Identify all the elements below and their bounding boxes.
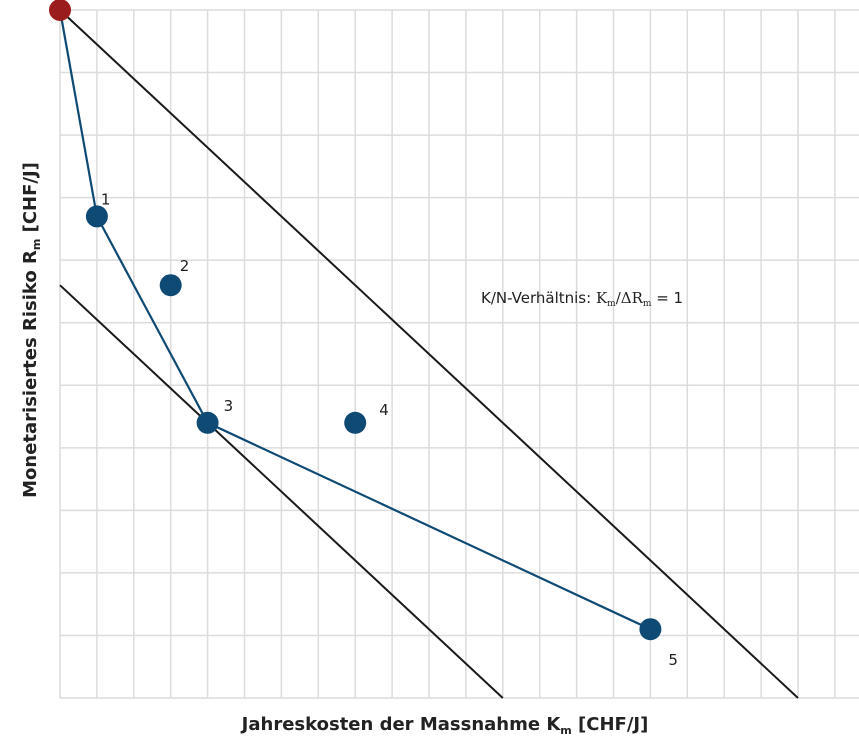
y-axis-title: Monetarisiertes Risiko Rm [CHF/J] (20, 162, 43, 498)
data-point-ausgangsrisiko (49, 0, 71, 21)
efficient-frontier-line (58, 9, 651, 631)
grid (59, 9, 859, 699)
point-label-5: 5 (668, 651, 678, 669)
point-label-4: 4 (379, 401, 389, 419)
data-point-1 (85, 205, 108, 228)
x-axis-title: Jahreskosten der Massnahme Km [CHF/J] (240, 714, 649, 737)
data-points (49, 0, 662, 641)
data-point-4 (344, 411, 367, 434)
reference-line-1 (59, 9, 799, 699)
reference-lines (59, 9, 799, 699)
data-point-5 (639, 618, 662, 641)
kn-ratio-annotation: K/N-Verhältnis: Km/ΔRm = 1 (481, 289, 683, 309)
reference-line-2 (59, 284, 504, 699)
point-label-3: 3 (224, 397, 234, 415)
point-label-2: 2 (180, 257, 190, 275)
data-point-3 (196, 411, 219, 434)
data-point-2 (159, 274, 182, 297)
point-label-1: 1 (101, 190, 111, 208)
point-labels: Ausgangsrisiko12345 (101, 190, 678, 669)
